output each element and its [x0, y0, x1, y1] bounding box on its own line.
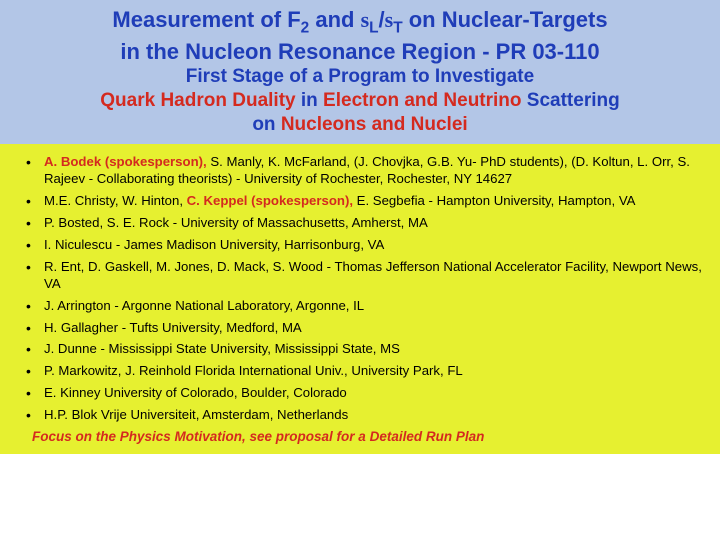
list-item: J. Dunne - Mississippi State University,…	[18, 341, 702, 358]
author-rest: E. Segbefia - Hampton University, Hampto…	[357, 193, 636, 208]
list-item: M.E. Christy, W. Hinton, C. Keppel (spok…	[18, 193, 702, 210]
t4d: Scattering	[522, 90, 620, 111]
title-header: Measurement of F2 and sL/sT on Nuclear-T…	[0, 0, 720, 144]
author-red: A. Bodek (spokesperson),	[44, 154, 210, 169]
t1c: and	[309, 7, 360, 32]
list-item: P. Markowitz, J. Reinhold Florida Intern…	[18, 363, 702, 380]
list-item: R. Ent, D. Gaskell, M. Jones, D. Mack, S…	[18, 259, 702, 293]
list-item: A. Bodek (spokesperson), S. Manly, K. Mc…	[18, 154, 702, 188]
author-red: C. Keppel (spokesperson),	[187, 193, 357, 208]
t1a: Measurement of F	[112, 7, 300, 32]
t1e: L	[369, 19, 378, 36]
t1g: s	[385, 7, 394, 32]
t5b: Nucleons and Nuclei	[281, 114, 468, 135]
list-item: P. Bosted, S. E. Rock - University of Ma…	[18, 215, 702, 232]
t1h: T	[393, 19, 402, 36]
t4c: Electron and Neutrino	[323, 90, 521, 111]
content-panel: A. Bodek (spokesperson), S. Manly, K. Mc…	[0, 144, 720, 454]
footer-note: Focus on the Physics Motivation, see pro…	[18, 429, 702, 444]
author-pre: M.E. Christy, W. Hinton,	[44, 193, 187, 208]
title-line-4: Quark Hadron Duality in Electron and Neu…	[20, 89, 700, 113]
author-list: A. Bodek (spokesperson), S. Manly, K. Mc…	[18, 154, 702, 424]
title-line-5: on Nucleons and Nuclei	[20, 113, 700, 137]
title-line-1: Measurement of F2 and sL/sT on Nuclear-T…	[20, 6, 700, 38]
list-item: E. Kinney University of Colorado, Boulde…	[18, 385, 702, 402]
t1i: on Nuclear-Targets	[403, 7, 608, 32]
list-item: J. Arrington - Argonne National Laborato…	[18, 298, 702, 315]
title-line-3: First Stage of a Program to Investigate	[20, 65, 700, 89]
list-item: H. Gallagher - Tufts University, Medford…	[18, 320, 702, 337]
t1d: s	[361, 7, 370, 32]
t1b: 2	[301, 19, 310, 36]
t4a: Quark Hadron Duality	[100, 90, 295, 111]
t5a: on	[252, 114, 281, 135]
list-item: H.P. Blok Vrije Universiteit, Amsterdam,…	[18, 407, 702, 424]
list-item: I. Niculescu - James Madison University,…	[18, 237, 702, 254]
title-line-2: in the Nucleon Resonance Region - PR 03-…	[20, 38, 700, 66]
t4b: in	[296, 90, 323, 111]
